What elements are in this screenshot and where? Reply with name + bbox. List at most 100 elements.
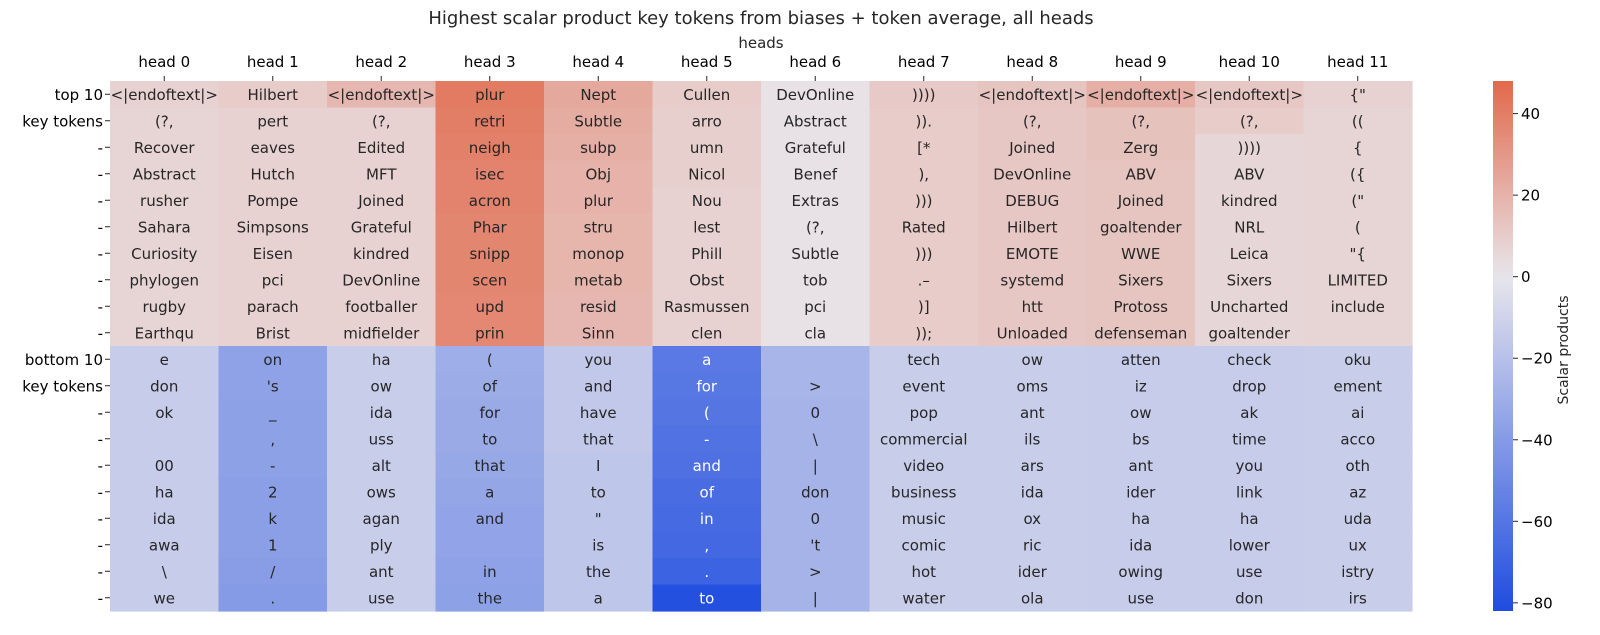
heatmap-cell (652, 293, 762, 321)
cell-token-label: ils (1024, 430, 1040, 448)
cell-token-label: don (1235, 589, 1263, 607)
cell-token-label: commercial (880, 430, 968, 448)
cell-token-label: Nicol (688, 165, 725, 183)
heatmap-cell (218, 346, 328, 374)
heatmap-cell (1303, 372, 1413, 400)
heatmap-cell (110, 293, 220, 321)
heatmap-cell (869, 187, 979, 215)
cell-token-label: Extras (792, 192, 840, 210)
cell-token-label: ha (155, 483, 174, 501)
heatmap-cell (1303, 160, 1413, 188)
cell-token-label: goaltender (1100, 218, 1182, 236)
heatmap-cell (218, 425, 328, 453)
heatmap-cell (1195, 240, 1305, 268)
cell-token-label: oms (1016, 377, 1048, 395)
cell-token-label: ha (1131, 510, 1150, 528)
heatmap-cell (1195, 346, 1305, 374)
cell-token-label: acco (1340, 430, 1375, 448)
heatmap-cell (652, 240, 762, 268)
x-axis-label: heads (738, 34, 784, 52)
cell-token-label: arro (692, 112, 722, 130)
cell-token-label: of (700, 483, 715, 501)
heatmap-cell (1303, 584, 1413, 612)
cell-token-label: drop (1232, 377, 1266, 395)
cell-token-label: _ (268, 404, 277, 423)
heatmap-cell (435, 346, 545, 374)
row-label: key tokens (22, 112, 103, 130)
cell-token-label: WWE (1121, 245, 1160, 263)
heatmap-cell (652, 266, 762, 294)
heatmap-cell (544, 266, 654, 294)
heatmap-cell (327, 107, 437, 135)
cell-token-label: you (584, 351, 612, 369)
row-label: - (98, 563, 103, 581)
heatmap-cell (978, 213, 1088, 241)
heatmap-cell (869, 505, 979, 533)
heatmap-cell (761, 346, 871, 374)
cell-token-label: e (160, 351, 169, 369)
heatmap-cell (435, 531, 545, 559)
heatmap-cell (110, 505, 220, 533)
heatmap-cell (327, 160, 437, 188)
heatmap-cell (652, 160, 762, 188)
heatmap-cell (327, 134, 437, 162)
heatmap-cell (761, 240, 871, 268)
heatmap-cell (1195, 399, 1305, 427)
cell-token-label: clen (691, 324, 722, 342)
cell-token-label: ({ (1350, 165, 1365, 183)
heatmap-cell (1195, 160, 1305, 188)
heatmap-cell (544, 213, 654, 241)
heatmap-cell (110, 319, 220, 347)
cell-token-label: water (902, 589, 946, 607)
heatmap-cell (110, 531, 220, 559)
heatmap-cell (1086, 584, 1196, 612)
cell-token-label: "{ (1350, 245, 1366, 263)
cell-token-label: footballer (345, 298, 418, 316)
heatmap-cell (869, 293, 979, 321)
heatmap-cell (869, 531, 979, 559)
heatmap-cell (544, 319, 654, 347)
cell-token-label: iz (1135, 377, 1147, 395)
colorbar-tick-label: −80 (1521, 594, 1553, 612)
heatmap-cell (1303, 240, 1413, 268)
heatmap-cell (1195, 134, 1305, 162)
row-label: - (98, 589, 103, 607)
cell-token-label: alt (372, 457, 391, 475)
cell-token-label: ha (372, 351, 391, 369)
heatmap-cell (218, 372, 328, 400)
heatmap-cell (544, 134, 654, 162)
cell-token-label: rugby (142, 298, 186, 316)
heatmap-cell (978, 558, 1088, 586)
cell-token-label: time (1232, 430, 1266, 448)
heatmap-cell (435, 505, 545, 533)
heatmap-cell (435, 319, 545, 347)
heatmap-cell (652, 346, 762, 374)
heatmap-cell (544, 107, 654, 135)
heatmap-cell (110, 452, 220, 480)
cell-token-label: \ (162, 563, 168, 581)
cell-token-label: agan (363, 510, 400, 528)
cell-token-label: Hilbert (1007, 218, 1058, 236)
cell-token-label: 's (267, 377, 279, 395)
cell-token-label: hot (911, 563, 936, 581)
heatmap-cell (435, 478, 545, 506)
cell-token-label: Nou (692, 192, 722, 210)
heatmap-cell (435, 399, 545, 427)
heatmap-cell (652, 187, 762, 215)
cell-token-label: awa (149, 536, 180, 554)
cell-token-label: uda (1344, 510, 1372, 528)
heatmap-cell (869, 399, 979, 427)
cell-token-label: oth (1345, 457, 1370, 475)
cell-token-label: a (485, 483, 494, 501)
heatmap-cell (218, 160, 328, 188)
cell-token-label: 0 (810, 404, 820, 422)
cell-token-label: (?, (155, 112, 174, 130)
cell-token-label: EMOTE (1006, 245, 1059, 263)
heatmap-cell (1086, 425, 1196, 453)
heatmap-cell (1303, 319, 1413, 347)
cell-token-label: 0 (810, 510, 820, 528)
row-label: - (98, 404, 103, 422)
heatmap-cell (110, 240, 220, 268)
cell-token-label: (" (1351, 192, 1364, 210)
cell-token-label: Zerg (1123, 139, 1158, 157)
